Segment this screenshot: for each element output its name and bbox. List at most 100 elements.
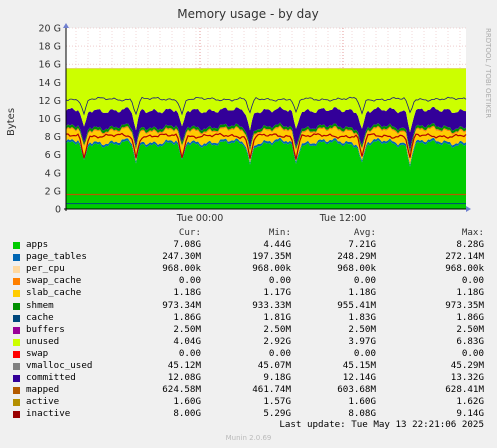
legend-min: 197.35M <box>252 251 291 263</box>
legend-avg: 8.08G <box>348 408 376 420</box>
header-cur: Cur: <box>178 227 201 238</box>
legend-swatch <box>13 278 20 286</box>
area-slab_cache <box>66 126 466 165</box>
legend-min: 9.18G <box>263 372 291 384</box>
legend-name: swap_cache <box>26 275 82 287</box>
y-tick-label: 14 G <box>39 78 61 89</box>
last-update: Last update: Tue May 13 22:21:06 2025 <box>279 419 484 430</box>
x-ticks: Tue 00:00 Tue 12:00 <box>176 213 367 224</box>
legend-min: 1.17G <box>263 287 291 299</box>
legend-row: vmalloc_used 45.12M 45.07M 45.15M 45.29M <box>0 360 497 372</box>
y-tick-label: 12 G <box>39 96 61 107</box>
legend-avg: 0.00 <box>353 275 376 287</box>
legend-min: 461.74M <box>252 384 291 396</box>
legend-avg: 2.50M <box>348 323 376 335</box>
legend-avg: 955.41M <box>337 299 376 311</box>
header-min: Min: <box>268 227 291 238</box>
legend-cur: 12.08G <box>167 372 201 384</box>
legend-max: 968.00k <box>445 263 484 275</box>
legend-max: 973.35M <box>445 299 484 311</box>
line-committed <box>65 96 467 116</box>
legend-min: 4.44G <box>263 239 291 251</box>
line-overlays <box>65 68 467 205</box>
legend-max: 0.00 <box>461 347 484 359</box>
legend-avg: 12.14G <box>342 372 376 384</box>
legend-name: swap <box>26 347 49 359</box>
legend-name: mapped <box>26 384 60 396</box>
legend-name: page_tables <box>26 251 87 263</box>
header-avg: Avg: <box>353 227 376 238</box>
legend-avg: 45.15M <box>342 360 376 372</box>
legend-swatch <box>13 266 20 274</box>
legend-max: 2.50M <box>456 323 484 335</box>
legend-min: 933.33M <box>252 299 291 311</box>
legend-name: vmalloc_used <box>26 360 93 372</box>
legend-avg: 248.29M <box>337 251 376 263</box>
y-tick-label: 20 G <box>39 24 61 35</box>
legend-name: slab_cache <box>26 287 82 299</box>
memory-chart: Memory usage - by day Bytes RRDTOOL / TO… <box>6 7 492 224</box>
legend-name: unused <box>26 335 60 347</box>
legend-cur: 2.50M <box>173 323 201 335</box>
legend-row: inactive 8.00G 5.29G 8.08G 9.14G <box>0 408 497 420</box>
legend-min: 1.57G <box>263 396 291 408</box>
legend-min: 2.50M <box>263 323 291 335</box>
legend-max: 0.00 <box>461 275 484 287</box>
legend-row: buffers 2.50M 2.50M 2.50M 2.50M <box>0 324 497 336</box>
legend-avg: 1.18G <box>348 287 376 299</box>
legend-cur: 1.18G <box>173 287 201 299</box>
legend-header: Cur: Min: Avg: Max: <box>0 227 497 239</box>
legend-name: cache <box>26 311 54 323</box>
legend-swatch <box>13 302 20 310</box>
area-unused <box>66 68 466 133</box>
area-apps <box>66 139 466 209</box>
legend-max: 9.14G <box>456 408 484 420</box>
legend: Cur: Min: Avg: Max: apps 7.08G 4.44G 7.21G 8… <box>0 227 497 421</box>
legend-max: 45.29M <box>450 360 484 372</box>
legend-cur: 4.04G <box>173 335 201 347</box>
legend-avg: 0.00 <box>353 347 376 359</box>
legend-swatch <box>13 314 20 322</box>
area-shmem2 <box>66 122 466 153</box>
legend-max: 8.28G <box>456 239 484 251</box>
legend-cur: 8.00G <box>173 408 201 420</box>
legend-swatch <box>13 242 20 250</box>
legend-min: 0.00 <box>268 347 291 359</box>
legend-row: unused 4.04G 2.92G 3.97G 6.83G <box>0 336 497 348</box>
legend-row: active 1.60G 1.57G 1.60G 1.62G <box>0 396 497 408</box>
legend-row: cache 1.86G 1.81G 1.83G 1.86G <box>0 312 497 324</box>
legend-max: 1.86G <box>456 311 484 323</box>
legend-name: per_cpu <box>26 263 65 275</box>
x-axis-arrow <box>466 206 471 212</box>
legend-swatch <box>13 411 20 419</box>
legend-avg: 7.21G <box>348 239 376 251</box>
y-tick-label: 2 G <box>45 186 61 197</box>
y-tick-label: 6 G <box>45 150 61 161</box>
header-max: Max: <box>461 227 484 238</box>
legend-min: 5.29G <box>263 408 291 420</box>
legend-row: mapped 624.58M 461.74M 603.68M 628.41M <box>0 384 497 396</box>
y-tick-label: 16 G <box>39 60 61 71</box>
legend-name: shmem <box>26 299 54 311</box>
legend-row: page_tables 247.30M 197.35M 248.29M 272.14M <box>0 251 497 263</box>
legend-name: committed <box>26 372 76 384</box>
legend-swatch <box>13 290 20 298</box>
legend-min: 2.92G <box>263 335 291 347</box>
legend-swatch <box>13 399 20 407</box>
y-tick-label: 0 <box>55 205 61 216</box>
legend-swatch <box>13 363 20 371</box>
y-tick-label: 4 G <box>45 168 61 179</box>
legend-swatch <box>13 254 20 262</box>
version-label: Munin 2.0.69 <box>225 434 272 442</box>
legend-name: inactive <box>26 408 71 420</box>
y-tick-label: 10 G <box>39 114 61 125</box>
legend-row: swap 0.00 0.00 0.00 0.00 <box>0 348 497 360</box>
legend-swatch <box>13 387 20 395</box>
legend-swatch <box>13 326 20 334</box>
legend-row: swap_cache 0.00 0.00 0.00 0.00 <box>0 275 497 287</box>
area-page_tables <box>66 137 466 167</box>
legend-cur: 0.00 <box>178 347 201 359</box>
y-axis-arrow <box>63 23 69 28</box>
legend-max: 628.41M <box>445 384 484 396</box>
x-tick-label: Tue 12:00 <box>319 213 367 224</box>
